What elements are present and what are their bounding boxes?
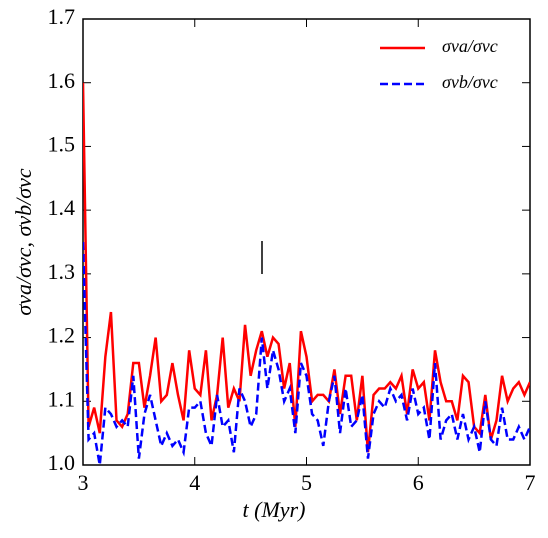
y-tick-label: 1.7 (48, 4, 76, 29)
x-axis-label: t (Myr) (243, 497, 306, 522)
y-tick-label: 1.0 (48, 450, 76, 475)
x-tick-label: 7 (525, 470, 536, 495)
legend-label: σvb/σvc (442, 72, 498, 92)
y-tick-label: 1.3 (48, 259, 76, 284)
x-tick-label: 6 (413, 470, 424, 495)
y-tick-label: 1.1 (48, 386, 76, 411)
x-tick-label: 4 (189, 470, 200, 495)
y-tick-label: 1.4 (48, 195, 76, 220)
y-tick-label: 1.2 (48, 323, 76, 348)
y-tick-label: 1.5 (48, 131, 76, 156)
x-tick-label: 3 (78, 470, 89, 495)
plot-area (83, 82, 530, 465)
x-tick-label: 5 (301, 470, 312, 495)
series-line (83, 241, 530, 465)
series-line (83, 82, 530, 453)
y-axis-label: σva/σvc, σvb/σvc (11, 168, 36, 315)
y-tick-label: 1.6 (48, 68, 76, 93)
legend-label: σva/σvc (442, 36, 498, 56)
